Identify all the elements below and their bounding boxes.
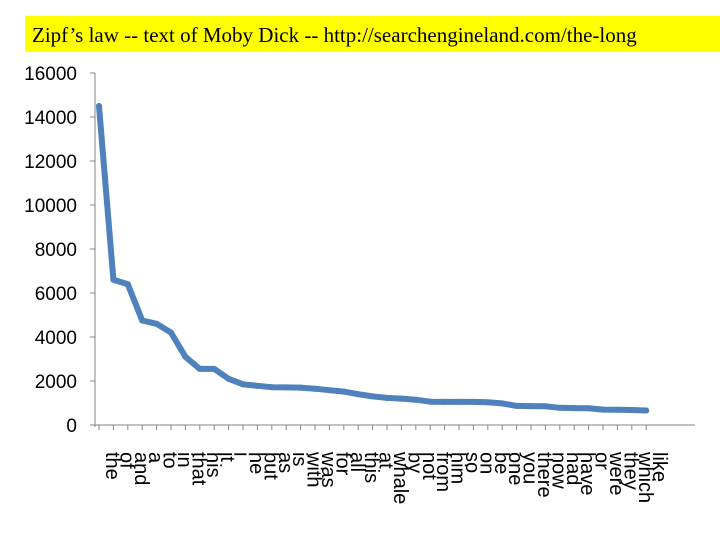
x-category-label: in (173, 452, 195, 468)
x-category-label: was (317, 451, 339, 488)
frequency-line (96, 103, 650, 414)
data-point (470, 398, 477, 405)
data-point (585, 405, 592, 412)
y-tick-label: 14000 (24, 108, 77, 129)
data-point (513, 402, 520, 409)
x-category-label: so (461, 452, 483, 473)
x-axis: theofandatointhathisitihebutasiswithwasf… (95, 424, 695, 504)
data-point (528, 403, 534, 410)
x-category-label: whale (389, 451, 411, 504)
data-point (456, 398, 462, 405)
x-category-label: as (274, 452, 296, 473)
y-tick-label: 16000 (24, 64, 77, 85)
data-point (153, 320, 160, 327)
data-point (211, 365, 218, 372)
data-point (628, 407, 635, 414)
data-point (427, 398, 434, 405)
x-category-label: have (576, 452, 598, 495)
x-category-label: or (591, 452, 613, 470)
y-tick-label: 4000 (35, 328, 77, 349)
data-point (412, 396, 419, 403)
x-category-label: him (447, 452, 469, 484)
data-point (484, 399, 491, 406)
y-tick-label: 12000 (24, 152, 77, 173)
data-point (542, 403, 549, 410)
x-category-label: on (475, 452, 497, 474)
x-category-label: now (547, 452, 569, 489)
x-category-label: which (634, 451, 656, 503)
x-category-label: with (303, 451, 325, 488)
y-tick-label: 8000 (35, 240, 77, 261)
x-category-label: at (375, 452, 397, 469)
x-category-label: like (648, 452, 670, 482)
data-point (168, 329, 174, 336)
data-point (96, 103, 102, 109)
data-point (614, 406, 621, 413)
y-tick-label: 2000 (35, 372, 77, 393)
x-category-label: there (533, 452, 555, 498)
y-axis: 0 2000 4000 6000 8000 10000 12000 14000 16000 (24, 64, 96, 437)
x-category-label: all (346, 452, 368, 472)
y-tick-label: 0 (66, 416, 77, 437)
x-category-label: of (115, 452, 137, 469)
x-category-label: not (418, 452, 440, 480)
data-point (225, 375, 232, 382)
y-tick-label: 10000 (24, 196, 77, 217)
data-point (110, 276, 117, 283)
x-category-label: one (504, 452, 526, 485)
x-category-label: had (562, 452, 584, 485)
x-category-label: this (360, 452, 382, 483)
data-point (240, 381, 246, 388)
data-point (441, 398, 448, 405)
slide-title: Zipf’s law -- text of Moby Dick -- http:… (32, 23, 637, 47)
data-point (182, 353, 189, 360)
data-point (355, 391, 362, 398)
x-category-label: by (403, 452, 425, 473)
x-category-label: be (490, 452, 512, 474)
x-category-label: from (432, 452, 454, 492)
data-point (268, 384, 275, 391)
data-point (312, 385, 318, 392)
x-category-label: and (130, 452, 152, 485)
x-category-label: that (187, 452, 209, 486)
data-point (499, 400, 506, 407)
x-category-label: i (231, 452, 253, 456)
x-category-label: a (144, 452, 166, 464)
y-tick-label: 6000 (35, 284, 77, 305)
data-point (297, 384, 304, 391)
x-category-label: they (619, 452, 641, 490)
x-category-label: you (519, 452, 541, 484)
x-category-label: it (216, 452, 238, 462)
data-point (139, 317, 146, 324)
x-category-label: were (605, 451, 627, 495)
data-point (384, 394, 390, 401)
x-category-label: the (101, 452, 123, 480)
data-point (600, 406, 606, 413)
data-point (556, 404, 563, 411)
x-category-label: is (288, 452, 310, 466)
data-point (643, 407, 650, 414)
data-point (340, 388, 347, 395)
x-category-label: to (159, 452, 181, 469)
title-bar: Zipf’s law -- text of Moby Dick -- http:… (25, 16, 720, 52)
x-category-label: he (245, 452, 267, 474)
data-point (254, 382, 261, 389)
data-point (283, 384, 290, 391)
data-point (196, 365, 203, 372)
x-category-label: his (202, 452, 224, 478)
series-group (96, 103, 650, 414)
data-point (124, 281, 131, 288)
data-point (326, 387, 333, 394)
data-point (369, 393, 376, 400)
data-point (571, 405, 578, 412)
x-category-label: for (331, 452, 353, 476)
data-point (398, 395, 405, 402)
x-category-label: but (259, 452, 281, 480)
